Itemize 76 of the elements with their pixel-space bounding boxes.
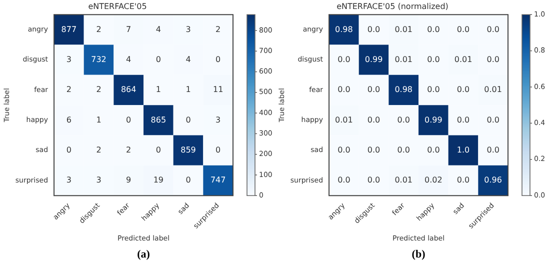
data-label: 747	[210, 176, 226, 185]
data-label: 1.0	[456, 145, 470, 154]
data-label: 9	[126, 176, 132, 185]
data-label: 2	[96, 145, 102, 154]
data-label: 0.0	[427, 85, 440, 94]
data-label: 0.02	[424, 176, 442, 185]
data-label: 19	[153, 176, 164, 185]
data-label: 4	[126, 54, 132, 64]
data-label: 0.99	[364, 54, 383, 64]
data-label: 0	[156, 145, 161, 154]
data-label: 0.0	[338, 145, 350, 154]
data-label: 0.0	[486, 54, 500, 64]
data-label: 2	[66, 85, 72, 94]
data-label: 0	[216, 54, 221, 64]
data-label: 0.0	[397, 145, 410, 154]
data-label: 0.0	[456, 24, 470, 34]
data-label: 0.0	[367, 24, 380, 34]
data-label: 0.0	[397, 115, 410, 124]
data-label: 0	[186, 115, 191, 124]
data-label: 7	[126, 24, 132, 34]
data-label: 865	[150, 115, 166, 124]
data-label: 1	[186, 85, 191, 94]
data-label: 0.0	[486, 145, 500, 154]
data-label: 0	[186, 176, 191, 185]
data-label: 2	[96, 24, 102, 34]
data-label: 0.99	[424, 115, 442, 124]
data-label: 6	[66, 115, 72, 124]
data-label: 0.0	[367, 145, 380, 154]
data-label: 0.01	[394, 54, 413, 64]
data-label: 0	[126, 115, 132, 124]
data-label: 1	[156, 85, 161, 94]
data-label: 0	[156, 54, 161, 64]
data-label: 0	[216, 145, 221, 154]
data-label: 864	[120, 85, 136, 94]
data-label: 0.98	[394, 85, 413, 94]
data-label: 0.0	[367, 176, 380, 185]
data-label: 877	[61, 24, 77, 34]
data-label: 0.0	[427, 24, 440, 34]
data-label: 2	[216, 24, 221, 34]
data-label: 0.01	[394, 176, 413, 185]
chart-title: eNTERFACE'05	[88, 2, 147, 11]
data-label: 0.0	[486, 24, 500, 34]
data-label: 3	[66, 176, 72, 185]
text: (b)	[412, 248, 426, 260]
data-label: 1	[96, 115, 102, 124]
data-label: 0.0	[338, 54, 350, 64]
data-label: 0.96	[484, 176, 502, 185]
data-label: 0.0	[427, 54, 440, 64]
data-label: 2	[126, 145, 132, 154]
data-label: 0.01	[394, 24, 413, 34]
data-label: 0.0	[456, 176, 470, 185]
data-label: 0.0	[367, 85, 380, 94]
data-label: 0.01	[484, 85, 502, 94]
data-label: 0.0	[367, 115, 380, 124]
data-label: 732	[91, 54, 106, 64]
data-label: 0.0	[338, 176, 350, 185]
data-label: 0.01	[454, 54, 472, 64]
data-label: 3	[216, 115, 221, 124]
data-label: 0.0	[338, 85, 350, 94]
data-label: 0.0	[427, 145, 440, 154]
data-label: 3	[186, 24, 191, 34]
data-label: 4	[186, 54, 191, 64]
data-label: 11	[212, 85, 224, 94]
chart-title: eNTERFACE'05 (normalized)	[336, 2, 448, 11]
data-label: 0.98	[335, 24, 353, 34]
data-label: 3	[66, 54, 72, 64]
data-label: 0.0	[486, 115, 500, 124]
data-label: 0.01	[335, 115, 353, 124]
data-label: 859	[180, 145, 196, 154]
data-label: 0.0	[456, 115, 470, 124]
data-label: 2	[96, 85, 102, 94]
text: (a)	[137, 248, 150, 260]
data-label: 0	[66, 145, 72, 154]
data-label: 0.0	[456, 85, 470, 94]
data-label: 4	[156, 24, 161, 34]
data-label: 3	[96, 176, 102, 185]
